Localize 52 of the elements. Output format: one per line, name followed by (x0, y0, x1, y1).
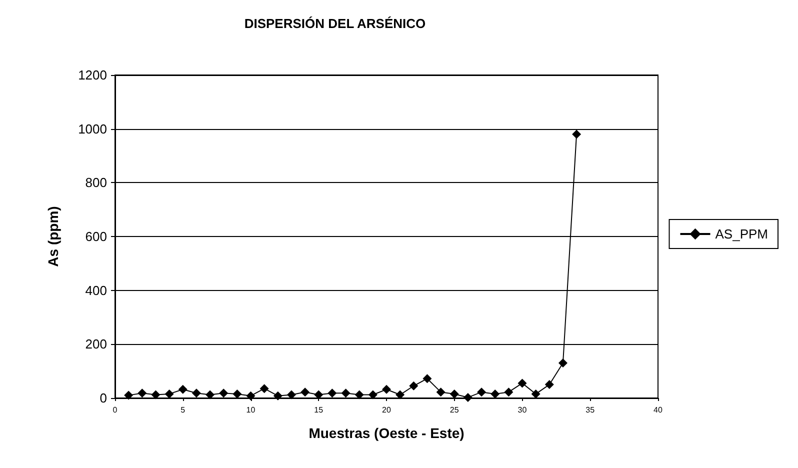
point (450, 389, 459, 398)
point (518, 378, 527, 388)
x-tick-label: 25 (450, 406, 460, 414)
point (300, 388, 310, 397)
y-tick-label: 200 (85, 336, 107, 352)
point (354, 390, 364, 400)
point (138, 388, 147, 398)
x-tick-label: 30 (518, 406, 528, 414)
point (477, 388, 486, 397)
y-axis-title: As (ppm) (45, 206, 61, 267)
point (558, 358, 568, 368)
point (341, 388, 350, 398)
y-tick-label: 400 (85, 282, 107, 298)
point (151, 390, 160, 400)
x-tick-label: 40 (654, 406, 663, 414)
point (192, 388, 201, 398)
point (436, 388, 446, 397)
x-tick-label: 35 (586, 406, 596, 414)
point (422, 374, 432, 384)
point (504, 388, 514, 397)
point (531, 389, 540, 398)
x-tick-label: 0 (112, 406, 118, 414)
point (232, 389, 242, 398)
point (382, 384, 391, 394)
point (544, 380, 554, 390)
point (368, 390, 378, 400)
point (260, 384, 269, 394)
chart-title: DISPERSIÓN DEL ARSÉNICO (244, 16, 426, 31)
x-tick-label: 20 (382, 406, 392, 414)
x-tick-label: 15 (314, 406, 324, 414)
y-tick-label: 1200 (78, 68, 107, 82)
point (328, 388, 337, 398)
point (490, 389, 500, 398)
point (219, 388, 228, 398)
point (409, 381, 418, 390)
y-tick-label: 1000 (78, 121, 107, 136)
point (164, 389, 174, 398)
point (124, 390, 134, 400)
point (572, 130, 582, 139)
point (246, 391, 256, 400)
y-tick-label: 800 (85, 175, 107, 190)
point (396, 390, 405, 400)
point (463, 392, 472, 402)
x-tick-label: 5 (180, 406, 186, 414)
x-tick-label: 10 (246, 406, 256, 414)
point (178, 384, 188, 394)
point (273, 391, 282, 400)
y-tick-label: 600 (85, 229, 107, 244)
legend-label: AS_PPM (715, 226, 768, 242)
x-axis-title: Muestras (Oeste - Este) (308, 425, 464, 441)
point (206, 390, 215, 400)
point (286, 390, 296, 400)
